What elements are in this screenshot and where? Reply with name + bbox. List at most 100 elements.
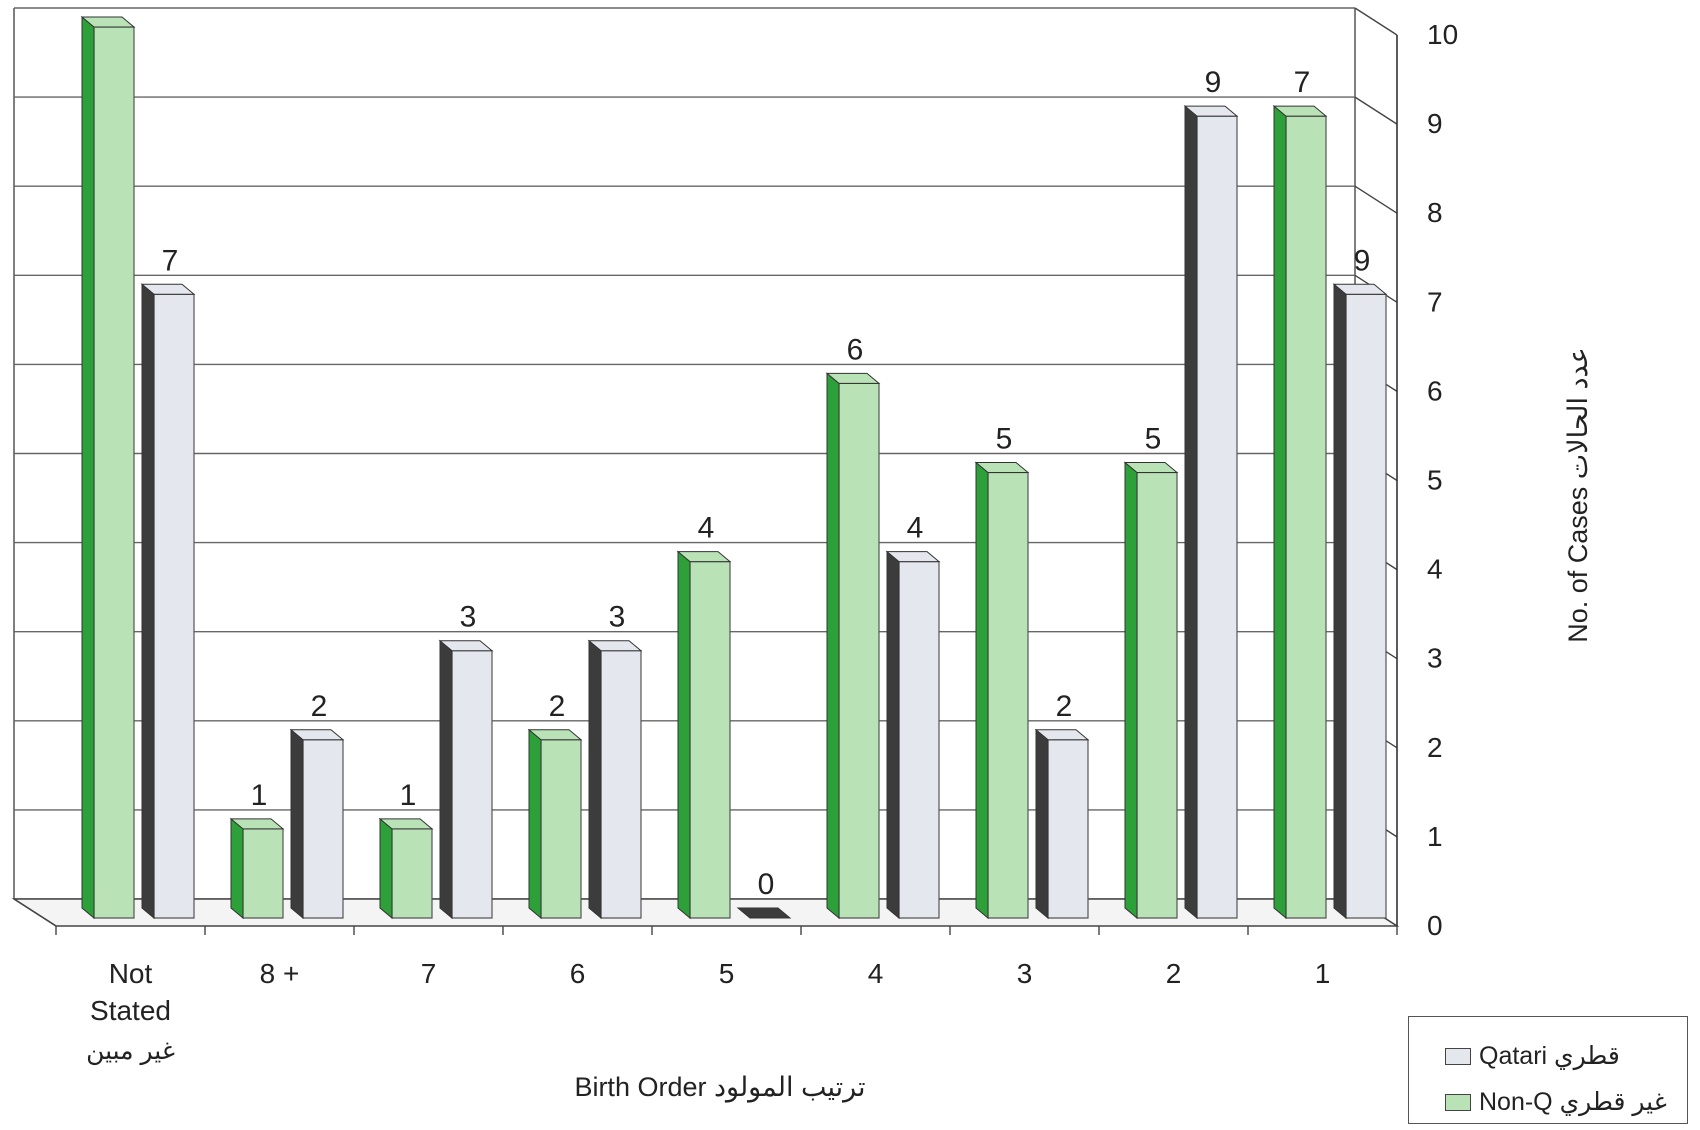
bar-side-0-0: [81, 15, 95, 920]
data-label-0-6: 5: [996, 423, 1013, 456]
bar-front-0-4: [689, 560, 731, 919]
bar-side-0-7: [1124, 461, 1138, 920]
bar-side-0-5: [826, 372, 840, 920]
bar-side-1-5: [886, 550, 900, 920]
bar-side-1-8: [1333, 283, 1347, 920]
bar-qatari-6: [1034, 728, 1090, 920]
bar-qatari-5: [885, 550, 941, 920]
bar-side-0-1: [230, 817, 244, 920]
bar-top-0-8: [1272, 105, 1328, 117]
data-label-1-8: 9: [1354, 244, 1371, 277]
data-label-0-1: 1: [251, 779, 268, 812]
bar-top-1-7: [1183, 105, 1239, 117]
data-label-0-8: 7: [1294, 66, 1311, 99]
y-tick-label-5: 5: [1427, 465, 1443, 496]
y-tick-label-10: 10: [1427, 19, 1458, 50]
bar-top-0-0: [80, 16, 136, 28]
data-label-1-4: 0: [758, 868, 775, 901]
data-label-1-1: 2: [311, 690, 328, 723]
y-tick-mark-8: [1354, 185, 1398, 214]
y-tick-label-1: 1: [1427, 821, 1443, 852]
x-tick-label-7: 2: [1166, 958, 1182, 989]
bar-top-1-2: [438, 640, 494, 652]
x-tick-label-6: 3: [1017, 958, 1033, 989]
bar-side-0-2: [379, 817, 393, 920]
bar-qatari-3: [587, 639, 643, 920]
bar-front-1-6: [1047, 739, 1089, 919]
bar-side-0-8: [1273, 105, 1287, 920]
bar-side-1-1: [290, 728, 304, 920]
bar-qatari-0: [140, 283, 196, 920]
bar-front-1-7: [1196, 115, 1238, 919]
data-label-0-4: 4: [698, 512, 715, 545]
y-tick-label-3: 3: [1427, 643, 1443, 674]
bar-front-1-3: [600, 650, 642, 919]
bar-front-0-8: [1285, 115, 1327, 919]
y-tick-label-9: 9: [1427, 108, 1443, 139]
data-label-0-3: 2: [549, 690, 566, 723]
bar-qatari-1: [289, 728, 345, 920]
bar-front-1-8: [1345, 293, 1387, 919]
bar-side-0-6: [975, 461, 989, 920]
bar-front-1-2: [451, 650, 493, 919]
x-tick-label-2: 7: [421, 958, 437, 989]
bar-top-1-4: [736, 907, 792, 919]
data-label-1-6: 2: [1056, 690, 1073, 723]
bar-front-1-0: [153, 293, 195, 919]
bar-non-q-4: [676, 550, 732, 920]
y-tick-label-8: 8: [1427, 197, 1443, 228]
y-tick-mark-10: [1354, 7, 1398, 36]
data-label-1-0: 7: [162, 244, 179, 277]
bar-front-0-3: [540, 739, 582, 919]
bar-top-0-6: [974, 462, 1030, 473]
legend-swatch-non-q: [1445, 1093, 1471, 1111]
y-tick-label-2: 2: [1427, 732, 1443, 763]
bar-qatari-4: [736, 907, 792, 919]
bar-front-0-6: [987, 471, 1029, 919]
x-tick-label-5: 4: [868, 958, 884, 989]
data-label-1-7: 9: [1205, 66, 1222, 99]
bar-qatari-7: [1183, 105, 1239, 920]
data-label-1-2: 3: [460, 601, 477, 634]
bar-side-1-2: [439, 639, 453, 920]
bars: [80, 15, 1388, 920]
legend: Qatari قطري Non-Q غير قطري: [1408, 1016, 1688, 1124]
data-label-1-5: 4: [907, 512, 924, 545]
y-tick-mark-9: [1354, 96, 1398, 125]
bar-front-0-1: [242, 828, 284, 919]
bar-non-q-0: [80, 15, 136, 920]
y-tick-label-4: 4: [1427, 554, 1443, 585]
legend-item-qatari: Qatari قطري: [1445, 1041, 1620, 1071]
bar-top-1-5: [885, 551, 941, 563]
y-axis-title: No. of Cases عدد الحالات: [1563, 347, 1593, 643]
bar-top-1-3: [587, 640, 643, 652]
x-tick-sublabel-0: غير مبين: [86, 1037, 175, 1066]
bar-top-1-1: [289, 729, 345, 741]
data-labels: 7 1 2 1 3 2 3 4 0 6 4 5 2 5 9 7 9: [162, 66, 1371, 901]
legend-item-non-q: Non-Q غير قطري: [1445, 1087, 1667, 1117]
data-label-0-7: 5: [1145, 423, 1162, 456]
bar-non-q-6: [974, 461, 1030, 920]
y-tick-label-7: 7: [1427, 286, 1443, 317]
data-label-0-2: 1: [400, 779, 417, 812]
x-tick-label-1: 8 +: [260, 958, 300, 989]
y-tick-label-6: 6: [1427, 375, 1443, 406]
x-tick-label-3: 6: [570, 958, 586, 989]
bar-front-0-0: [93, 26, 135, 919]
bar-top-1-6: [1034, 729, 1090, 741]
bar-front-1-5: [898, 560, 940, 919]
bar-non-q-3: [527, 728, 583, 920]
bar-top-0-3: [527, 729, 583, 741]
bar-top-0-1: [229, 818, 285, 830]
floor-left-edge: [13, 898, 57, 927]
bar-qatari-8: [1332, 283, 1388, 920]
bar-front-0-5: [838, 382, 880, 919]
bar-top-1-0: [140, 283, 196, 295]
bar-non-q-2: [378, 817, 434, 920]
bar-side-0-3: [528, 728, 542, 920]
x-tick-label-4: 5: [719, 958, 735, 989]
bar-top-0-4: [676, 551, 732, 563]
bar-top-0-2: [378, 818, 434, 830]
